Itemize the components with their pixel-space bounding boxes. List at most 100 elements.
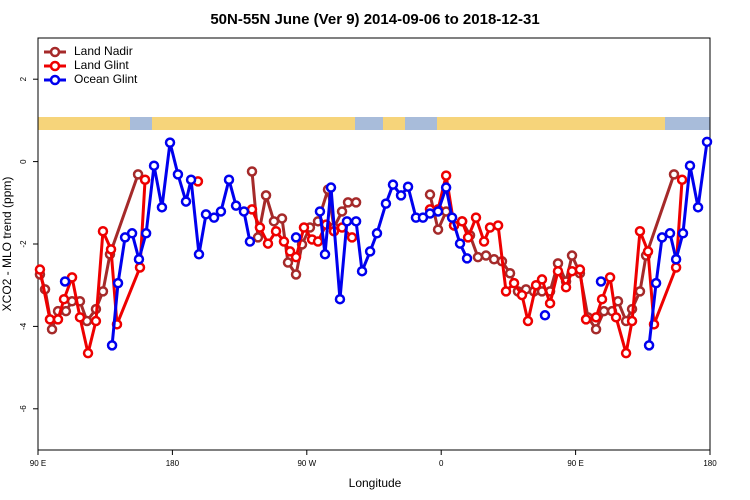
data-point — [208, 212, 220, 223]
data-point — [456, 216, 468, 227]
data-point — [522, 315, 534, 327]
data-point — [595, 276, 607, 287]
data-point — [58, 293, 70, 305]
data-point — [134, 262, 146, 273]
y-tick-label: 2 — [19, 76, 28, 81]
data-point — [677, 228, 689, 239]
data-point — [278, 236, 290, 247]
data-point — [254, 222, 266, 233]
data-point — [97, 225, 109, 237]
data-point — [440, 182, 452, 193]
data-point — [670, 253, 682, 265]
data-point — [371, 228, 383, 239]
data-point — [314, 206, 326, 217]
data-point — [133, 253, 145, 265]
data-point — [52, 314, 64, 325]
data-point — [620, 347, 632, 359]
data-point — [312, 236, 324, 247]
data-point — [470, 212, 482, 223]
data-point — [544, 298, 556, 309]
y-tick-label: -6 — [19, 405, 28, 413]
x-tick-label: 90 E — [30, 459, 46, 468]
data-point — [356, 265, 368, 277]
ocean-strip — [130, 117, 152, 130]
data-point — [492, 220, 504, 231]
data-point — [596, 293, 608, 305]
data-point — [472, 251, 484, 263]
data-point — [260, 190, 272, 201]
data-point — [82, 347, 94, 359]
data-point — [342, 197, 354, 208]
data-point — [290, 232, 302, 243]
data-point — [395, 190, 407, 201]
data-point — [106, 340, 118, 351]
data-point — [230, 200, 242, 211]
x-tick-label: 180 — [166, 459, 180, 468]
map-strip — [38, 117, 710, 130]
ocean-strip — [355, 117, 383, 130]
data-point — [246, 204, 258, 215]
data-point — [350, 197, 362, 208]
data-point — [97, 286, 109, 297]
data-point — [590, 312, 602, 323]
data-point — [650, 277, 662, 289]
data-point — [164, 137, 176, 148]
data-point — [185, 174, 197, 185]
data-point — [676, 174, 688, 185]
data-point — [432, 206, 444, 217]
data-point — [484, 222, 496, 233]
data-point — [478, 236, 490, 247]
data-point — [346, 232, 358, 243]
data-point — [193, 249, 205, 260]
data-point — [59, 276, 71, 287]
x-tick-label: 0 — [439, 459, 444, 468]
data-point — [336, 206, 348, 217]
data-point — [516, 289, 528, 301]
legend-label: Ocean Glint — [74, 72, 138, 86]
data-point — [530, 279, 542, 291]
data-point — [74, 312, 86, 323]
data-point — [246, 166, 258, 177]
data-point — [634, 286, 646, 297]
data-point — [252, 232, 264, 243]
data-point — [580, 314, 592, 325]
data-point — [610, 312, 622, 323]
data-point — [238, 206, 250, 217]
y-tick-label: -4 — [19, 322, 28, 330]
data-point — [298, 222, 310, 233]
data-point — [566, 250, 578, 261]
x-tick-label: 180 — [703, 459, 717, 468]
y-axis-label: XCO2 - MLO trend (ppm) — [0, 177, 14, 312]
data-point — [440, 170, 452, 181]
data-point — [262, 238, 274, 249]
data-point — [642, 246, 654, 257]
x-tick-label: 90 W — [297, 459, 316, 468]
data-point — [172, 169, 184, 180]
data-point — [334, 293, 346, 305]
data-point — [268, 216, 280, 227]
data-point — [319, 249, 331, 260]
data-point — [536, 274, 548, 285]
data-point — [424, 208, 436, 219]
data-point — [364, 246, 376, 257]
data-point — [126, 228, 138, 239]
data-point — [539, 310, 551, 321]
data-point — [461, 253, 473, 264]
data-point — [626, 315, 638, 327]
data-point — [634, 225, 646, 237]
data-point — [598, 305, 610, 317]
data-point — [504, 268, 516, 279]
data-point — [34, 264, 46, 275]
y-tick-label: -2 — [19, 240, 28, 248]
data-point — [132, 169, 144, 180]
data-point — [454, 238, 466, 249]
data-point — [284, 246, 296, 257]
data-point — [60, 305, 72, 317]
data-point — [643, 340, 655, 351]
legend-marker — [49, 46, 61, 58]
data-point — [508, 277, 520, 289]
data-point — [574, 264, 586, 275]
data-point — [140, 228, 152, 239]
